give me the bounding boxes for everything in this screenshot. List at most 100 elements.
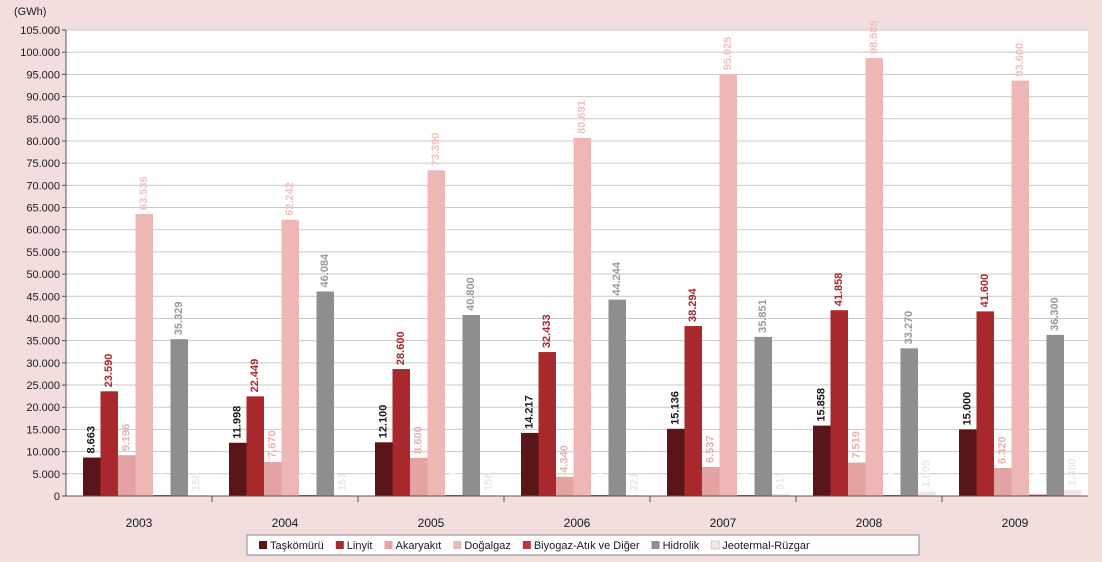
bar	[521, 432, 539, 496]
bar	[684, 326, 702, 496]
data-label: 98.685	[868, 20, 880, 54]
data-label: 14.217	[524, 395, 536, 429]
bar	[410, 457, 428, 496]
bar	[264, 461, 282, 496]
bar	[918, 491, 936, 496]
x-tick-label: 2007	[710, 516, 737, 530]
y-tick-label: 105.000	[20, 25, 60, 37]
bar	[375, 442, 393, 496]
data-label: 80.691	[576, 100, 588, 134]
legend-swatch	[651, 541, 660, 549]
data-label: 7.670	[267, 430, 279, 458]
data-label: 23.590	[103, 354, 115, 388]
bar	[865, 58, 883, 496]
x-axis: 2003 2004 2005 2006 2007 2008 2009	[66, 495, 1088, 530]
data-label: 221	[629, 473, 641, 491]
data-label: 35.851	[757, 299, 769, 333]
bar	[135, 214, 153, 496]
x-tick-label: 2009	[1002, 516, 1029, 530]
y-tick-label: 65.000	[26, 203, 60, 215]
bar	[667, 428, 685, 496]
x-tick-label: 2003	[126, 516, 153, 530]
y-tick-label: 30.000	[26, 358, 60, 370]
data-label: 104	[302, 472, 314, 491]
y-tick-label: 85.000	[26, 114, 60, 126]
data-label: 93.600	[1014, 43, 1026, 77]
data-label: 154	[594, 472, 606, 491]
legend-label: Hidrolik	[663, 540, 700, 552]
y-tick-label: 75.000	[26, 158, 60, 170]
data-label: 38.294	[687, 288, 699, 323]
data-label: 158	[483, 473, 495, 491]
data-label: 33.270	[903, 311, 915, 345]
data-label: 12.100	[378, 405, 390, 439]
y-tick-label: 25.000	[26, 380, 60, 392]
bar	[1029, 494, 1047, 496]
y-axis: 0 5.000 10.000 15.000 20.000 25.000 30.000 35.0…	[20, 25, 67, 503]
bar	[556, 476, 574, 496]
bar	[1011, 80, 1029, 496]
data-label: 95.025	[722, 37, 734, 71]
data-label: 35.329	[173, 302, 185, 336]
data-label: 73.390	[430, 133, 442, 167]
bar	[959, 429, 977, 496]
data-label: 8.600	[413, 426, 425, 454]
y-tick-label: 20.000	[26, 402, 60, 414]
bar	[1046, 334, 1064, 496]
data-label: 63.536	[138, 176, 150, 210]
data-label: 4.340	[559, 445, 571, 473]
bar	[170, 339, 188, 496]
y-tick-label: 0	[54, 491, 60, 503]
bar	[1064, 489, 1082, 496]
bar	[573, 137, 591, 496]
data-label: 15.000	[962, 392, 974, 426]
bar	[392, 369, 410, 496]
data-label: 1.009	[921, 460, 933, 488]
y-tick-label: 45.000	[26, 291, 60, 303]
data-label: 300	[1032, 472, 1044, 490]
data-label: 46.084	[319, 253, 331, 288]
bar	[976, 311, 994, 496]
data-label: 511	[775, 472, 787, 490]
y-tick-label: 90.000	[26, 92, 60, 104]
legend-label: Akaryakıt	[395, 540, 441, 552]
data-label: 22.449	[249, 359, 261, 393]
legend: Taşkömürü Linyit Akaryakıt Doğalgaz Biyogaz-…	[246, 534, 920, 556]
data-label: 44.244	[611, 261, 623, 296]
data-label: 116	[156, 473, 168, 491]
bars: 8.663 23.590 9.196 63.536 116 35.329 158 11.998…	[83, 20, 1082, 497]
bar	[281, 219, 299, 496]
y-tick-label: 35.000	[26, 336, 60, 348]
data-label: 15.858	[816, 388, 828, 422]
y-tick-label: 60.000	[26, 225, 60, 237]
legend-label: Jeotermal-Rüzgar	[722, 540, 810, 552]
y-tick-label: 80.000	[26, 136, 60, 148]
data-label: 36.300	[1049, 297, 1061, 331]
bar	[462, 314, 480, 496]
bar	[427, 170, 445, 496]
data-label: 8.663	[86, 426, 98, 454]
bar	[830, 310, 848, 496]
y-tick-label: 95.000	[26, 69, 60, 81]
data-label: 6.320	[997, 436, 1009, 464]
y-tick-label: 10.000	[26, 447, 60, 459]
y-tick-label: 100.000	[20, 47, 60, 59]
bar	[229, 442, 247, 496]
legend-swatch	[259, 541, 267, 549]
data-label: 62.242	[284, 182, 296, 216]
legend-swatch	[710, 540, 720, 550]
legend-label: Taşkömürü	[270, 540, 324, 552]
legend-swatch	[335, 541, 344, 549]
data-label: 220	[886, 473, 898, 491]
data-label: 15.136	[670, 391, 682, 425]
data-label: 41.600	[979, 274, 991, 308]
bar	[719, 74, 737, 497]
bar	[813, 425, 831, 496]
y-tick-label: 70.000	[26, 180, 60, 192]
bar	[754, 336, 772, 496]
data-label: 7.519	[851, 431, 863, 459]
legend-swatch	[522, 541, 531, 549]
y-tick-label: 5.000	[32, 469, 60, 481]
y-tick-label: 50.000	[26, 269, 60, 281]
